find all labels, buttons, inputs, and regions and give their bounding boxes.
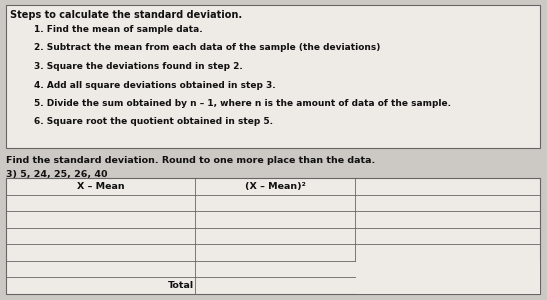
Text: 1. Find the mean of sample data.: 1. Find the mean of sample data.	[34, 25, 202, 34]
Bar	[356, 261, 539, 293]
Text: Total: Total	[167, 281, 194, 290]
Bar	[6, 178, 540, 294]
Text: 4. Add all square deviations obtained in step 3.: 4. Add all square deviations obtained in…	[34, 80, 276, 89]
Text: 2. Subtract the mean from each data of the sample (the deviations): 2. Subtract the mean from each data of t…	[34, 44, 380, 52]
Text: 3) 5, 24, 25, 26, 40: 3) 5, 24, 25, 26, 40	[6, 170, 108, 179]
Text: 6. Square root the quotient obtained in step 5.: 6. Square root the quotient obtained in …	[34, 118, 273, 127]
Text: X – Mean: X – Mean	[77, 182, 124, 191]
Text: Steps to calculate the standard deviation.: Steps to calculate the standard deviatio…	[10, 10, 242, 20]
Text: (X – Mean)²: (X – Mean)²	[245, 182, 305, 191]
Text: Find the standard deviation. Round to one more place than the data.: Find the standard deviation. Round to on…	[6, 156, 375, 165]
Text: 3. Square the deviations found in step 2.: 3. Square the deviations found in step 2…	[34, 62, 243, 71]
Bar	[6, 5, 540, 148]
Text: 5. Divide the sum obtained by n – 1, where n is the amount of data of the sample: 5. Divide the sum obtained by n – 1, whe…	[34, 99, 451, 108]
